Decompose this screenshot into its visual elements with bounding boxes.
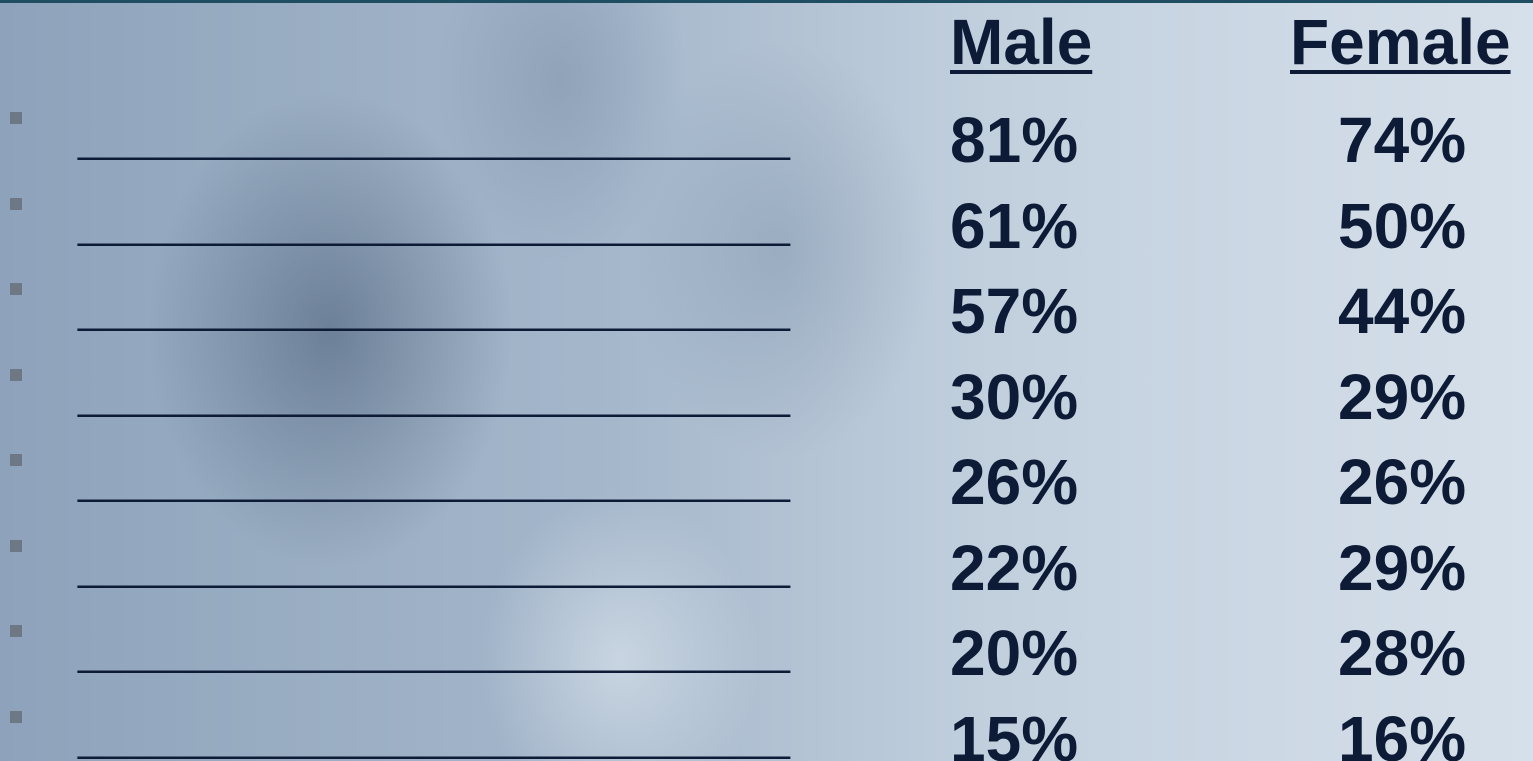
female-value: 50% xyxy=(1338,194,1466,258)
blank-line: ____________________ xyxy=(78,184,790,248)
male-value: 61% xyxy=(950,194,1078,258)
female-value: 16% xyxy=(1338,707,1466,761)
blank-line: ____________________ xyxy=(78,440,790,504)
column-header: Male xyxy=(950,10,1092,74)
bullet xyxy=(10,369,22,381)
female-value: 29% xyxy=(1338,365,1466,429)
male-value: 22% xyxy=(950,536,1078,600)
male-value: 81% xyxy=(950,108,1078,172)
male-value: 20% xyxy=(950,621,1078,685)
bullet xyxy=(10,283,22,295)
female-value: 26% xyxy=(1338,450,1466,514)
bullet xyxy=(10,540,22,552)
bullet xyxy=(10,198,22,210)
bullet xyxy=(10,711,22,723)
bullet xyxy=(10,112,22,124)
male-value: 26% xyxy=(950,450,1078,514)
female-value: 74% xyxy=(1338,108,1466,172)
column-header: Female xyxy=(1290,10,1511,74)
blank-line: ____________________ xyxy=(78,526,790,590)
top-bar xyxy=(0,0,1533,3)
blank-line: ____________________ xyxy=(78,355,790,419)
female-value: 29% xyxy=(1338,536,1466,600)
male-value: 57% xyxy=(950,279,1078,343)
male-value: 30% xyxy=(950,365,1078,429)
male-value: 15% xyxy=(950,707,1078,761)
blank-line: ____________________ xyxy=(78,269,790,333)
blank-line: ____________________ xyxy=(78,611,790,675)
blank-line: ____________________ xyxy=(78,98,790,162)
female-value: 28% xyxy=(1338,621,1466,685)
slide: Male Female ____________________ 81% 74% __… xyxy=(0,0,1533,761)
blank-line: ____________________ xyxy=(78,697,790,761)
bullet xyxy=(10,625,22,637)
female-value: 44% xyxy=(1338,279,1466,343)
bullet xyxy=(10,454,22,466)
